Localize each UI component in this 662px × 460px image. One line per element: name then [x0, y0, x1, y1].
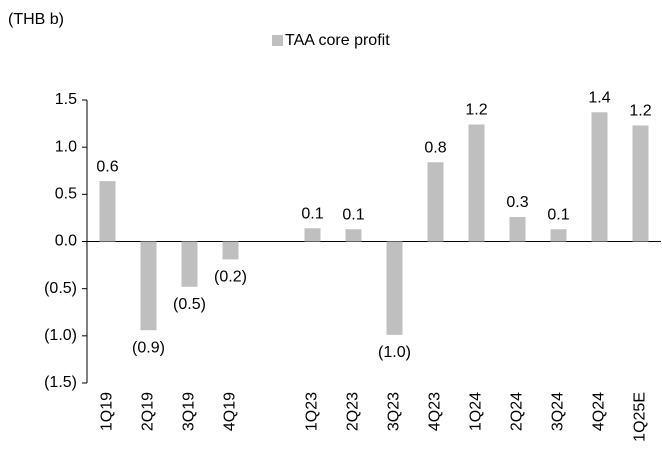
x-tick-label: 2Q24: [509, 392, 526, 431]
y-tick-label: 0.0: [55, 233, 77, 250]
y-tick-label: (1.5): [44, 374, 77, 391]
value-label: 0.1: [301, 206, 323, 223]
value-label: 0.6: [96, 158, 118, 175]
value-label: 0.3: [506, 194, 528, 211]
bar: [386, 241, 403, 335]
y-tick-label: 0.5: [55, 186, 77, 203]
value-label: (0.2): [214, 269, 247, 286]
bar: [140, 241, 157, 331]
value-label: 0.1: [547, 206, 569, 223]
bar: [427, 162, 444, 242]
y-tick-label: 1.5: [55, 91, 77, 108]
y-tick-label: 1.0: [55, 138, 77, 155]
bar: [222, 241, 239, 260]
x-tick-label: 2Q19: [140, 392, 157, 431]
bar: [550, 229, 567, 242]
value-label: 0.8: [424, 139, 446, 156]
y-tick-label: (1.0): [44, 327, 77, 344]
x-tick-label: 2Q23: [345, 392, 362, 431]
y-tick-label: (0.5): [44, 280, 77, 297]
x-tick-label: 1Q24: [468, 392, 485, 431]
value-label: 1.2: [629, 103, 651, 120]
x-tick-label: 1Q25E: [632, 392, 649, 442]
bar: [304, 228, 321, 242]
x-tick-label: 4Q23: [427, 392, 444, 431]
bar: [591, 112, 608, 242]
x-tick-label: 3Q19: [181, 392, 198, 431]
bar: [468, 124, 485, 242]
bar: [99, 181, 116, 242]
x-tick-label: 4Q19: [222, 392, 239, 431]
legend-label: TAA core profit: [285, 32, 390, 49]
x-tick-label: 1Q19: [99, 392, 116, 431]
x-tick-label: 4Q24: [591, 392, 608, 431]
value-label: (1.0): [378, 344, 411, 361]
bar: [509, 216, 526, 242]
value-label: (0.5): [173, 296, 206, 313]
legend-swatch: [272, 35, 283, 46]
value-label: 1.2: [465, 102, 487, 119]
value-label: 1.4: [588, 89, 610, 106]
bar: [632, 125, 649, 242]
x-tick-label: 1Q23: [304, 392, 321, 431]
bar: [345, 229, 362, 242]
unit-label: (THB b): [8, 11, 64, 28]
bar: [181, 241, 198, 287]
x-tick-label: 3Q24: [550, 392, 567, 431]
x-tick-label: 3Q23: [386, 392, 403, 431]
value-label: 0.1: [342, 206, 364, 223]
value-label: (0.9): [132, 339, 165, 356]
